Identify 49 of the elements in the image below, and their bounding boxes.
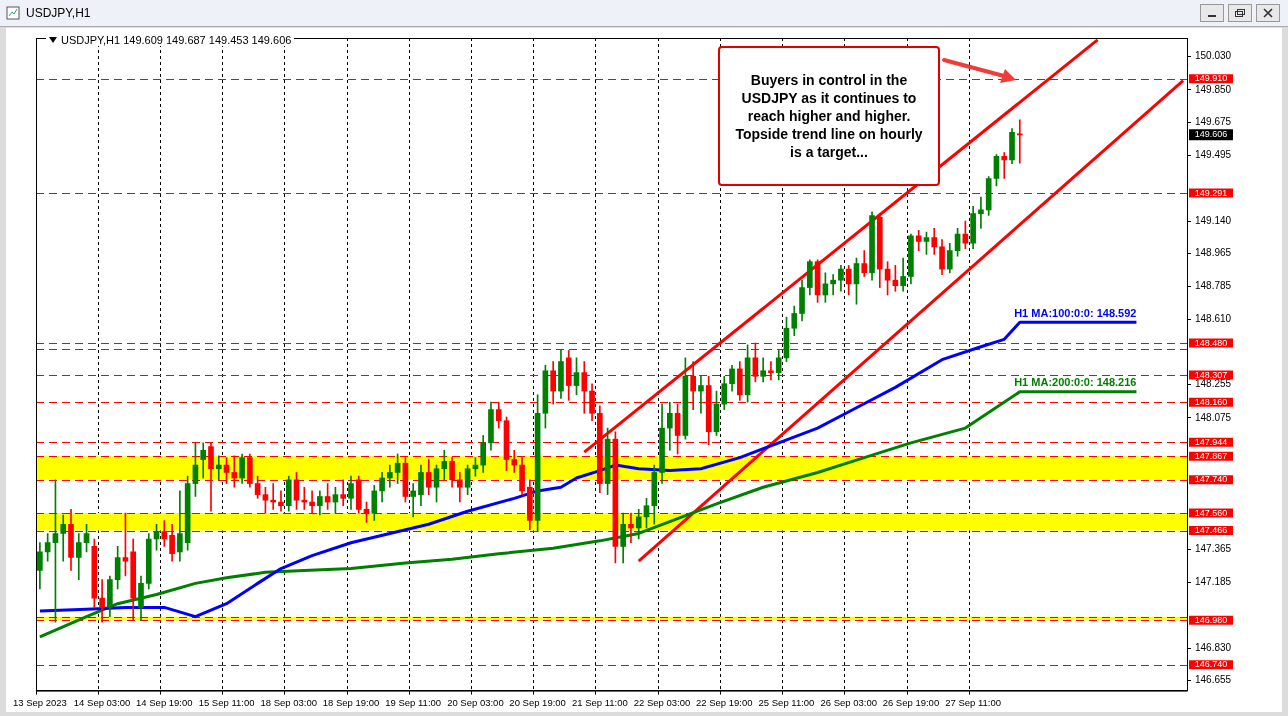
y-tick-label: 148.075 <box>1195 411 1232 423</box>
y-tick-label: 150.030 <box>1195 50 1232 62</box>
y-tick-label: 148.785 <box>1195 280 1232 292</box>
x-tick-label: 14 Sep 19:00 <box>136 696 193 708</box>
x-tick-label: 19 Sep 11:00 <box>385 696 442 708</box>
ref-line-label: 147.740 <box>1194 474 1228 485</box>
ref-line-label: 149.291 <box>1194 187 1228 198</box>
chart-title: USDJPY,H1 <box>26 6 91 20</box>
x-tick-label: 14 Sep 03:00 <box>73 696 131 708</box>
series-label: H1 MA:100:0:0: 148.592 <box>1014 306 1137 319</box>
y-tick-label: 148.255 <box>1195 378 1232 390</box>
y-tick-label: 149.495 <box>1195 149 1232 161</box>
x-tick-label: 20 Sep 19:00 <box>509 696 566 708</box>
ref-line-label: 149.910 <box>1194 73 1228 84</box>
x-tick-label: 22 Sep 19:00 <box>696 696 753 708</box>
ref-line-label: 146.740 <box>1194 659 1228 670</box>
y-tick-label: 148.610 <box>1195 312 1232 324</box>
x-tick-label: 20 Sep 03:00 <box>447 696 504 708</box>
callout-box: Buyers in control in the USDJPY as it continues to reach higher and higher. Topside trend line on hourly is a target... <box>718 46 940 186</box>
x-tick-label: 13 Sep 2023 <box>12 696 67 708</box>
x-tick-label: 18 Sep 03:00 <box>260 696 318 708</box>
y-tick-label: 146.830 <box>1195 641 1232 653</box>
ref-line-label: 148.480 <box>1194 337 1228 348</box>
y-tick-label: 147.185 <box>1195 576 1232 588</box>
x-tick-label: 27 Sep 11:00 <box>945 696 1002 708</box>
ref-line-label: 146.980 <box>1194 614 1228 625</box>
x-tick-label: 18 Sep 19:00 <box>322 696 380 708</box>
y-tick-label: 147.365 <box>1195 542 1232 554</box>
text: 149.606 <box>1194 129 1228 140</box>
y-tick-label: 149.850 <box>1195 83 1232 95</box>
x-tick-label: 25 Sep 11:00 <box>758 696 815 708</box>
ref-line-label: 147.867 <box>1194 450 1228 461</box>
annotation: USDJPY,H1 149.609 149.687 149.453 149.606 <box>61 34 292 46</box>
y-tick-label: 148.965 <box>1195 247 1232 259</box>
series-label: H1 MA:200:0:0: 148.216 <box>1014 376 1137 389</box>
y-tick-label: 149.140 <box>1195 214 1232 226</box>
ref-line-label: 148.160 <box>1194 396 1228 407</box>
ref-line-label: 148.307 <box>1194 369 1228 380</box>
ref-line-label: 147.944 <box>1194 436 1228 447</box>
y-tick-label: 149.675 <box>1195 115 1232 127</box>
x-tick-label: 21 Sep 11:00 <box>571 696 628 708</box>
x-tick-label: 26 Sep 03:00 <box>820 696 877 708</box>
annotation: Buyers in control in the USDJPY as it continues to reach higher and higher. Topside trend line on hourly is a target... <box>734 71 924 161</box>
x-tick-label: 15 Sep 11:00 <box>198 696 255 708</box>
x-tick-label: 26 Sep 19:00 <box>882 696 940 708</box>
y-tick-label: 146.655 <box>1195 674 1232 686</box>
x-tick-label: 22 Sep 03:00 <box>633 696 691 708</box>
ref-line-label: 147.466 <box>1194 524 1228 535</box>
ref-line-label: 147.560 <box>1194 507 1228 518</box>
